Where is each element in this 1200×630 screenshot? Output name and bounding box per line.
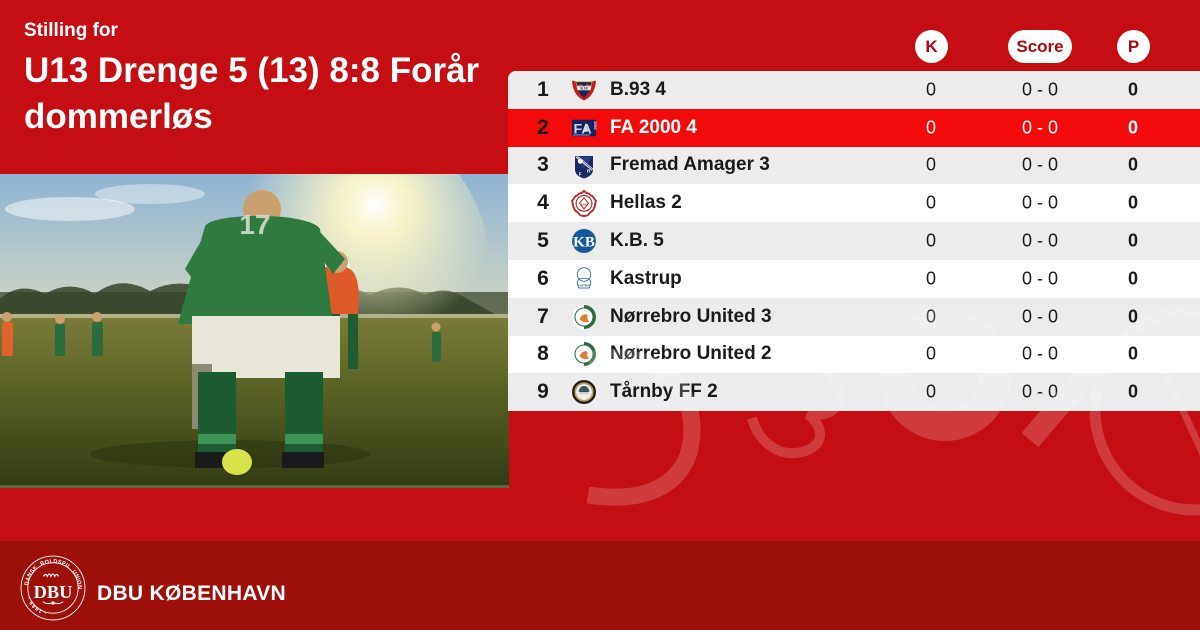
svg-text:KB: KB	[573, 234, 595, 250]
svg-text:17: 17	[239, 209, 270, 240]
svg-text:DBU: DBU	[34, 582, 73, 602]
svg-text:KASTRUP: KASTRUP	[578, 284, 590, 287]
svg-text:B.93: B.93	[580, 86, 587, 90]
svg-text:R: R	[587, 169, 591, 175]
svg-text:F: F	[579, 172, 582, 178]
svg-text:2000: 2000	[593, 121, 597, 129]
svg-text:1906: 1906	[581, 203, 587, 207]
